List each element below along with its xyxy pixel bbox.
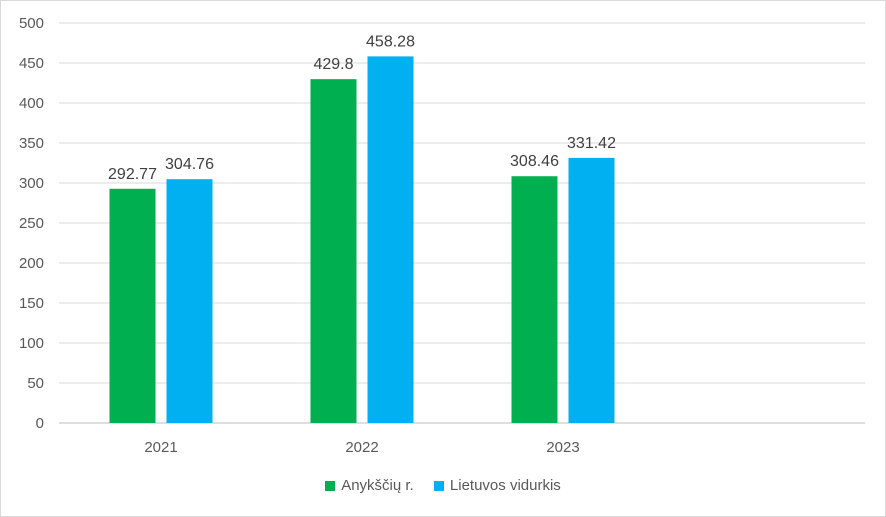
y-tick-label: 400 xyxy=(19,95,44,112)
y-tick-label: 250 xyxy=(19,215,44,232)
y-tick-label: 300 xyxy=(19,175,44,192)
bar-2021-series-0 xyxy=(109,188,156,423)
legend-item-anyksciai: Anykščių r. xyxy=(325,477,414,494)
x-tick-label-2021: 2021 xyxy=(144,439,177,456)
data-labels: 292.77 304.76 429.8 458.28 308.46 331.42 xyxy=(108,33,616,182)
y-axis: 0 50 100 150 200 250 300 350 400 450 500 xyxy=(19,15,44,432)
data-label-2022-series-0: 429.8 xyxy=(313,56,353,73)
bar-2023-series-1 xyxy=(568,157,615,423)
y-tick-label: 150 xyxy=(19,295,44,312)
bar-2021-series-1 xyxy=(166,179,213,423)
legend-swatch-anyksciai xyxy=(325,480,336,491)
data-label-2023-series-1: 331.42 xyxy=(567,135,616,152)
data-label-2021-series-0: 292.77 xyxy=(108,166,157,183)
x-axis: 2021 2022 2023 xyxy=(144,439,579,456)
bar-2023-series-0 xyxy=(511,176,558,423)
data-label-2021-series-1: 304.76 xyxy=(165,156,214,173)
y-tick-label: 500 xyxy=(19,15,44,32)
bar-2022-series-0 xyxy=(310,79,357,423)
bar-2022-series-1 xyxy=(367,56,414,423)
bars xyxy=(109,56,615,423)
y-tick-label: 200 xyxy=(19,255,44,272)
legend-label-anyksciai: Anykščių r. xyxy=(341,477,414,494)
y-tick-label: 0 xyxy=(36,415,44,432)
legend-swatch-lietuvos xyxy=(433,480,444,491)
data-label-2023-series-0: 308.46 xyxy=(510,153,559,170)
y-tick-label: 100 xyxy=(19,335,44,352)
x-tick-label-2023: 2023 xyxy=(546,439,579,456)
legend-label-lietuvos: Lietuvos vidurkis xyxy=(449,477,561,494)
bar-chart: 0 50 100 150 200 250 300 350 400 450 500 292.77 304… xyxy=(19,15,865,456)
legend: Anykščių r. Lietuvos vidurkis xyxy=(1,477,885,495)
y-tick-label: 450 xyxy=(19,55,44,72)
data-label-2022-series-1: 458.28 xyxy=(366,33,415,50)
y-tick-label: 50 xyxy=(27,375,44,392)
y-tick-label: 350 xyxy=(19,135,44,152)
x-tick-label-2022: 2022 xyxy=(345,439,378,456)
legend-item-lietuvos: Lietuvos vidurkis xyxy=(433,477,561,494)
